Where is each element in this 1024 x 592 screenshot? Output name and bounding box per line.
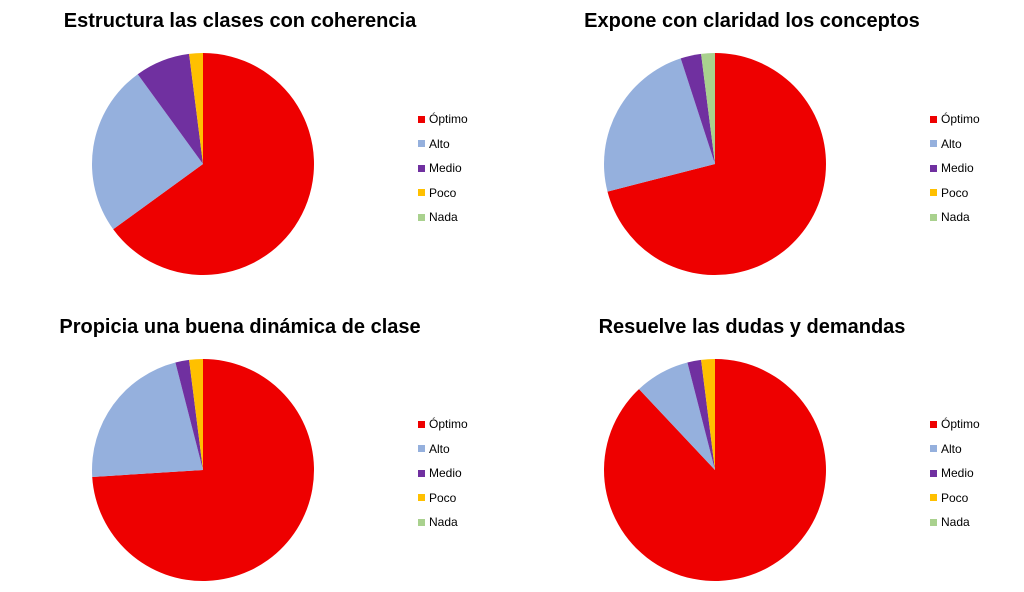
legend-swatch — [930, 518, 937, 526]
legend-item-poco: Poco — [418, 181, 468, 206]
legend-swatch — [418, 213, 425, 221]
legend-swatch — [418, 469, 425, 477]
pie-slice-alto — [639, 362, 715, 470]
legend-item-poco: Poco — [930, 181, 980, 206]
legend-item-alto: Alto — [930, 132, 980, 157]
legend-label: Óptimo — [429, 417, 468, 432]
pie-slice-medio — [175, 359, 203, 470]
pie-slice-alto — [604, 58, 715, 192]
legend-item-nada: Nada — [418, 510, 468, 535]
legend-item-alto: Alto — [930, 437, 980, 462]
chart-panel-3: Resuelve las dudas y demandas Óptimo Alto… — [512, 296, 1024, 592]
legend-label: Medio — [429, 161, 462, 176]
legend-label: Poco — [429, 185, 457, 200]
chart-title: Estructura las clases con coherencia — [63, 10, 417, 32]
legend-label: Óptimo — [941, 417, 980, 432]
chart-panel-1: Expone con claridad los conceptos Óptimo… — [512, 0, 1024, 296]
pie-slice-optimo — [92, 359, 315, 581]
legend-item-medio: Medio — [418, 156, 468, 181]
legend-label: Poco — [941, 490, 969, 505]
legend-swatch — [418, 115, 425, 123]
legend-label: Alto — [941, 136, 962, 151]
legend-item-poco: Poco — [930, 486, 980, 511]
legend: Óptimo Alto Medio Poco Nada — [930, 412, 980, 535]
legend-label: Alto — [429, 441, 450, 456]
legend-swatch — [930, 115, 937, 123]
legend-label: Poco — [429, 490, 457, 505]
legend-label: Alto — [429, 136, 450, 151]
legend-label: Alto — [941, 441, 962, 456]
legend-item-optimo: Óptimo — [930, 107, 980, 132]
legend-label: Poco — [941, 185, 969, 200]
pie-slice-medio — [137, 53, 203, 164]
chart-title: Expone con claridad los conceptos — [584, 10, 920, 32]
legend-item-medio: Medio — [930, 461, 980, 486]
chart-title: Propicia una buena dinámica de clase — [59, 316, 421, 338]
pie-chart — [604, 359, 826, 581]
legend-swatch — [930, 420, 937, 428]
legend-item-optimo: Óptimo — [930, 412, 980, 437]
pie-chart — [92, 53, 314, 276]
pie-slice-optimo — [607, 53, 826, 275]
legend-item-alto: Alto — [418, 132, 468, 157]
legend-item-medio: Medio — [418, 461, 468, 486]
legend-item-nada: Nada — [930, 510, 980, 535]
legend: Óptimo Alto Medio Poco Nada — [418, 107, 468, 230]
legend-label: Nada — [429, 515, 458, 530]
legend-item-poco: Poco — [418, 486, 468, 511]
pie-slice-optimo — [113, 53, 314, 276]
legend-label: Medio — [429, 466, 462, 481]
legend-item-optimo: Óptimo — [418, 107, 468, 132]
legend-label: Medio — [941, 466, 974, 481]
legend-label: Nada — [429, 210, 458, 225]
legend-label: Óptimo — [941, 112, 980, 127]
pie-slice-alto — [92, 362, 203, 477]
legend-item-optimo: Óptimo — [418, 412, 468, 437]
legend-swatch — [930, 469, 937, 477]
legend-item-alto: Alto — [418, 437, 468, 462]
legend-swatch — [930, 140, 937, 148]
chart-panel-0: Estructura las clases con coherencia Ópt… — [0, 0, 512, 296]
legend-swatch — [930, 164, 937, 172]
legend-swatch — [418, 494, 425, 502]
legend-swatch — [418, 164, 425, 172]
legend-item-medio: Medio — [930, 156, 980, 181]
pie-slice-poco — [189, 53, 203, 164]
legend-label: Nada — [941, 515, 970, 530]
legend-label: Óptimo — [429, 112, 468, 127]
pie-chart — [92, 359, 315, 581]
legend-swatch — [418, 140, 425, 148]
pie-slice-nada — [701, 53, 715, 164]
legend-swatch — [930, 213, 937, 221]
legend-label: Medio — [941, 161, 974, 176]
pie-slice-poco — [189, 359, 203, 470]
pie-slice-medio — [680, 53, 715, 164]
legend-swatch — [418, 445, 425, 453]
pie-slice-medio — [687, 359, 715, 470]
pie-slice-alto — [92, 74, 203, 230]
legend-item-nada: Nada — [930, 205, 980, 230]
legend-swatch — [930, 445, 937, 453]
pie-chart — [604, 53, 826, 275]
legend-swatch — [418, 189, 425, 197]
legend-swatch — [418, 420, 425, 428]
legend-swatch — [418, 518, 425, 526]
legend-label: Nada — [941, 210, 970, 225]
chart-panel-2: Propicia una buena dinámica de clase Ópt… — [0, 296, 512, 592]
legend: Óptimo Alto Medio Poco Nada — [930, 107, 980, 230]
legend-swatch — [930, 189, 937, 197]
pie-slice-poco — [701, 359, 715, 470]
legend: Óptimo Alto Medio Poco Nada — [418, 412, 468, 535]
legend-item-nada: Nada — [418, 205, 468, 230]
legend-swatch — [930, 494, 937, 502]
chart-title: Resuelve las dudas y demandas — [598, 316, 906, 338]
